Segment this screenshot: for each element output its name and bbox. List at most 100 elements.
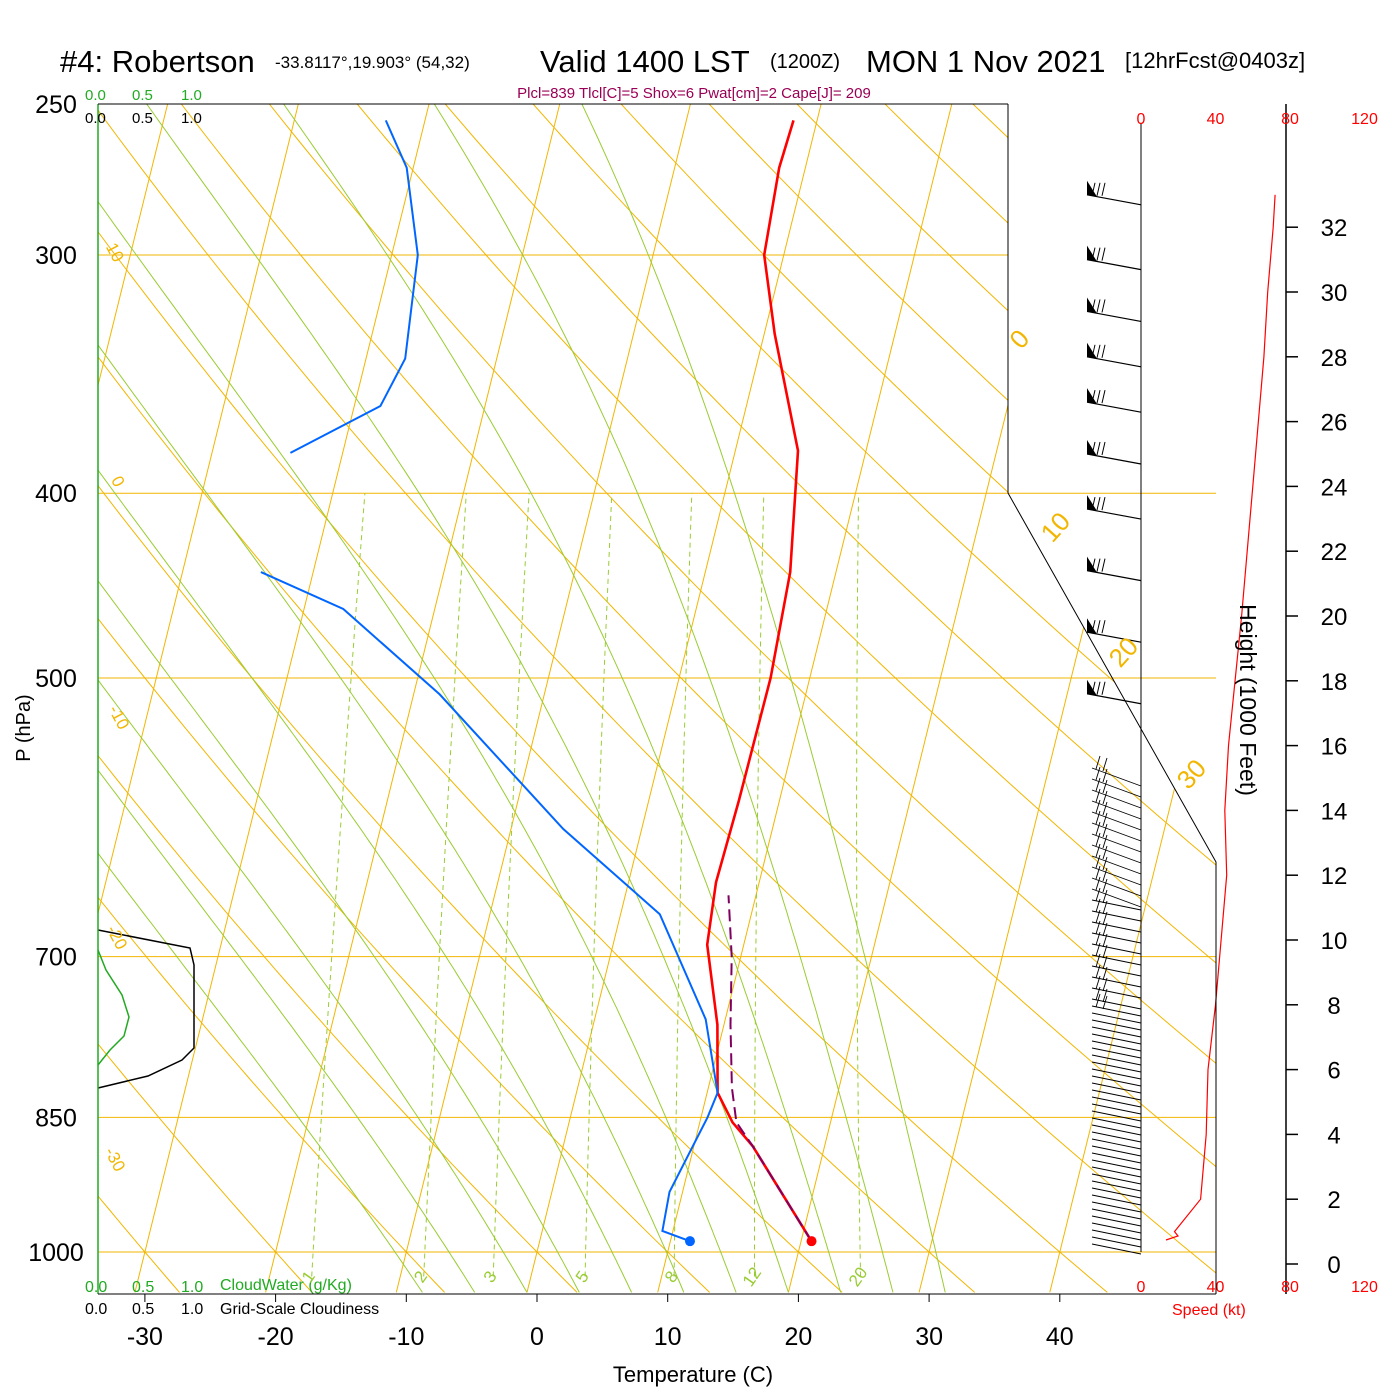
wind-feather-a-20 [1095,975,1101,990]
wind-barb-pennant-6 [1087,495,1097,512]
wind-feather-staff-2 [1091,789,1142,809]
wind-barb-flag-6-2 [1101,496,1106,511]
wind-feather-b-0 [1102,757,1108,772]
wind-feather-staff-16 [1091,943,1142,955]
mixing-ratio-label-12: 12 [739,1264,765,1290]
wind-feather-staff-42 [1091,1145,1142,1157]
sounding-profiles [260,119,817,1247]
isotherm-label-left-0: 10 [102,240,128,266]
speed-tick-top-0: 0 [1137,111,1146,128]
moist-adiabat-4 [98,104,633,1293]
height-tick-24: 24 [1321,474,1348,501]
dry-adiabat-110 [558,104,1216,1293]
cloudiness-scale-top-1: 0.5 [132,110,153,127]
x-tick--10: -10 [388,1323,424,1351]
wind-feather-staff-37 [1091,1110,1142,1122]
cloudiness-scale-bottom-0: 0.0 [85,1301,107,1318]
cloudwater-scale-top-0: 0.0 [85,87,106,104]
height-tick-30: 30 [1321,280,1348,307]
wind-feather-a-12 [1095,887,1101,902]
dry-adiabat-10 [98,104,710,1293]
wind-feather-b-19 [1102,966,1108,981]
wind-barb-flag-9-1 [1096,681,1101,695]
mixing-ratio-1 [311,493,366,1277]
wind-feather-b-7 [1102,834,1108,849]
pressure-tick-250: 250 [35,91,77,119]
wind-feather-staff-19 [1091,976,1142,988]
moist-adiabat-10 [581,104,946,1293]
wind-barb-flag-7-1 [1096,558,1101,572]
wind-feather-b-1 [1102,768,1108,783]
wind-barb-flag-1-0 [1091,247,1096,261]
isotherm-label-right-3: 30 [1170,753,1212,795]
wind-barb-flag-5-0 [1091,441,1096,456]
isotherm-label-right-2: 20 [1102,631,1144,673]
mixing-ratio-5 [584,493,613,1277]
height-axis-label: Height (1000 Feet) [1235,604,1261,796]
wind-feather-staff-26 [1091,1033,1142,1045]
wind-feather-staff-54 [1091,1229,1142,1241]
height-tick-10: 10 [1321,928,1348,955]
wind-feather-a-4 [1095,799,1101,814]
dry-adiabat-90 [386,104,1216,1293]
wind-feather-staff-43 [1091,1152,1142,1164]
wind-barb-flag-6-1 [1096,496,1101,511]
wind-feather-b-17 [1102,944,1108,959]
surface-temperature-dot [806,1236,817,1247]
moist-adiabat-7 [146,104,789,1293]
dry-adiabat-80 [300,104,1216,1293]
wind-feather-staff-30 [1091,1061,1142,1073]
wind-barb-flag-3-1 [1096,344,1101,358]
height-tick-28: 28 [1321,345,1348,372]
mixing-ratio-label-20: 20 [845,1264,871,1290]
wind-barb-flag-2-2 [1101,299,1106,313]
wind-barb-flag-8-1 [1096,620,1101,634]
wind-feather-staff-8 [1091,855,1142,875]
wind-feather-b-3 [1102,790,1108,805]
x-tick-40: 40 [1046,1323,1074,1351]
speed-tick-bottom-120: 120 [1351,1279,1378,1296]
moist-adiabat-2 [98,104,528,1293]
wind-feather-staff-40 [1091,1131,1142,1143]
wind-barb-pennant-4 [1087,388,1097,405]
x-tick-30: 30 [915,1323,943,1351]
speed-tick-top-40: 40 [1207,111,1225,128]
pressure-tick-700: 700 [35,944,77,972]
wind-feather-staff-35 [1091,1096,1142,1108]
dry-adiabat-100 [472,104,1216,1293]
wind-feather-b-2 [1102,779,1108,794]
height-tick-26: 26 [1321,410,1348,437]
wind-barb-pennant-1 [1087,245,1097,262]
wind-barb-flag-0-2 [1101,182,1106,196]
wind-feather-b-12 [1102,889,1108,904]
cloudiness-scale-top: 0.0 0.5 1.0 [85,110,202,127]
wind-feather-staff-20 [1091,987,1142,999]
cloudwater-scale-bottom-0: 0.0 [85,1279,107,1296]
mixing-ratio-label-3: 3 [480,1268,501,1287]
wind-barb-pennant-3 [1087,342,1097,359]
wind-feather-a-2 [1095,777,1101,792]
height-tick-4: 4 [1327,1122,1340,1149]
wind-barb-flag-3-0 [1091,344,1096,358]
wind-feather-staff-48 [1091,1187,1142,1199]
dry-adiabat-180 [1159,104,1216,1293]
wind-feather-a-11 [1095,876,1101,891]
wind-feather-staff-13 [1091,910,1142,922]
isotherm--10 [395,104,709,1293]
isotherm-label-left-3: -20 [103,922,131,953]
cloudiness-scale-bottom-1: 0.5 [132,1301,154,1318]
dry-adiabat-0 [98,104,578,1293]
height-tick-0: 0 [1327,1252,1340,1279]
wind-feather-staff-28 [1091,1047,1142,1059]
wind-feather-staff-3 [1091,800,1142,820]
isotherm-20 [787,104,1101,1293]
isotherm-label-left-4: -30 [101,1144,129,1175]
wind-feather-staff-33 [1091,1082,1142,1094]
pressure-tick-300: 300 [35,242,77,270]
cloudiness-label: Grid-Scale Cloudiness [220,1301,379,1318]
wind-feather-staff-51 [1091,1208,1142,1220]
wind-feather-staff-7 [1091,844,1142,864]
dry-adiabat-70 [214,104,1216,1293]
series-parcel [727,895,813,1242]
x-tick--30: -30 [127,1323,163,1351]
